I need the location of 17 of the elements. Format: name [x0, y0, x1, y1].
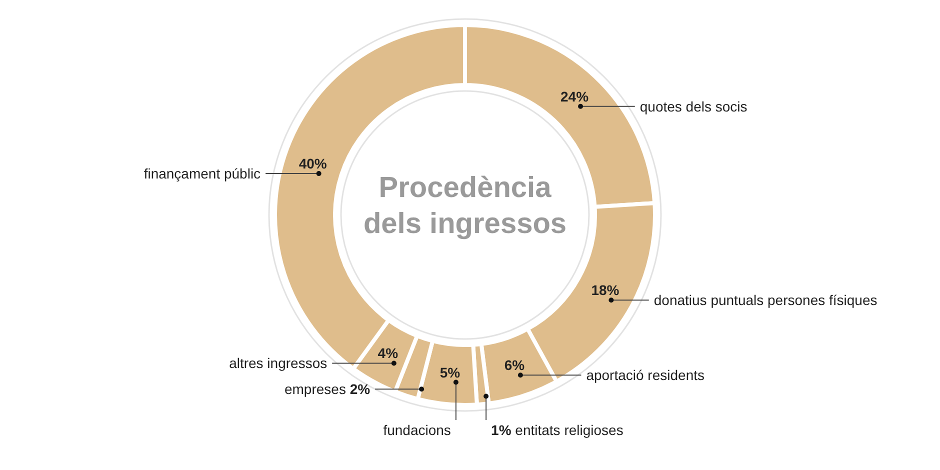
data-label: 6% — [504, 357, 526, 374]
data-label: 18% — [591, 282, 620, 298]
text: Procedència dels ingressos — [363, 172, 567, 240]
slice-label: finançament públic — [144, 166, 261, 182]
slice-label: quotes dels socis — [640, 98, 748, 114]
data-label: 40% — [298, 156, 328, 172]
slice-label: donatius puntuals persones físiques — [654, 292, 878, 308]
data-label: 1% — [491, 422, 516, 438]
data-label: 5% — [440, 364, 461, 380]
slice-label: fundacions — [383, 422, 451, 438]
slice-label: aportació residents — [586, 367, 704, 384]
data-label: 24% — [560, 88, 590, 104]
data-label: 2% — [346, 381, 371, 398]
slice-label: entitats religioses — [515, 422, 624, 438]
slice-label: empreses — [284, 381, 346, 398]
data-label: 4% — [378, 345, 399, 362]
slice-label: altres ingressos — [229, 355, 328, 372]
